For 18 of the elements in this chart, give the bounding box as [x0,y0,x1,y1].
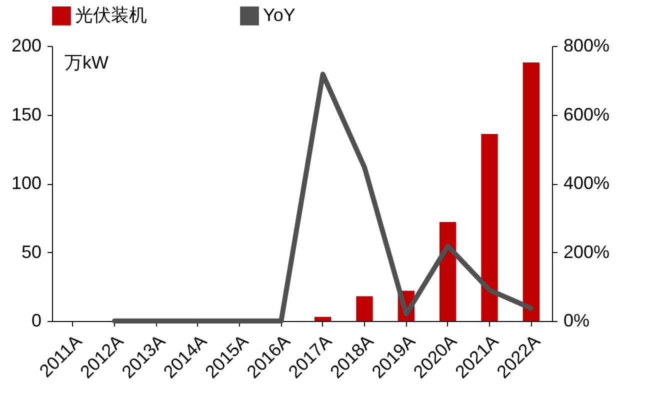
bar [481,134,498,321]
y-tick-label: 100 [11,173,42,193]
y2-tick-label: 0% [564,310,590,330]
y2-tick-label: 800% [564,36,610,56]
y2-tick-label: 600% [564,104,610,124]
y-tick-label: 0 [31,310,42,330]
y2-tick-label: 200% [564,242,610,262]
bar [314,316,332,321]
legend-label: YoY [263,4,296,25]
y-axis-title: 万kW [64,52,108,72]
bar [522,62,540,321]
y-tick-label: 150 [11,104,42,124]
y2-tick-label: 400% [564,173,610,193]
y-tick-label: 200 [11,36,42,56]
bar [440,222,456,321]
bar [356,296,373,321]
y-tick-label: 50 [21,242,42,262]
legend-label: 光伏装机 [75,4,147,25]
